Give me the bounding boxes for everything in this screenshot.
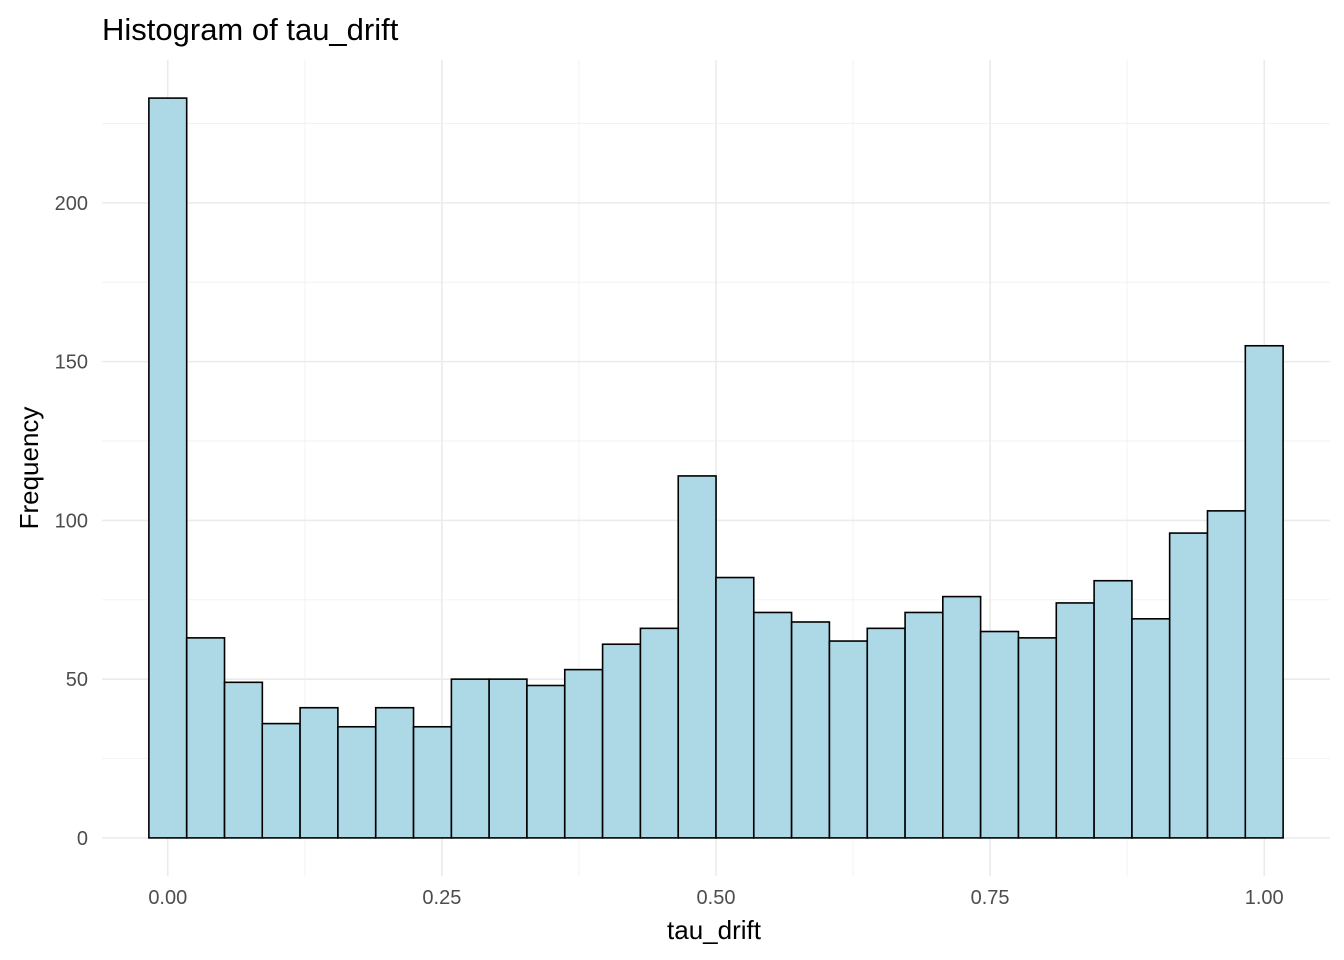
histogram-bar — [904, 611, 944, 839]
x-tick-label: 0.25 — [422, 887, 461, 909]
histogram-bar — [299, 706, 339, 839]
histogram-bars — [148, 97, 1284, 839]
histogram-bar — [450, 678, 490, 839]
histogram-bar — [790, 621, 831, 839]
x-axis-title: tau_drift — [667, 915, 762, 945]
histogram-bar — [1131, 618, 1171, 839]
y-axis-tick-labels: 0 50 100 150 200 — [55, 193, 88, 850]
histogram-bar — [1206, 510, 1247, 839]
x-axis-tick-labels: 0.00 0.25 0.50 0.75 1.00 — [148, 887, 1283, 909]
x-tick-label: 0.50 — [697, 887, 736, 909]
y-tick-label: 0 — [77, 828, 88, 850]
histogram-bar — [223, 681, 264, 839]
y-tick-label: 50 — [66, 669, 88, 691]
y-tick-label: 200 — [55, 193, 88, 215]
histogram-bar — [715, 576, 755, 839]
histogram-bar — [942, 595, 982, 839]
histogram-bar — [185, 637, 226, 839]
histogram-bar — [828, 640, 869, 839]
histogram-bar — [752, 611, 793, 839]
chart-title: Histogram of tau_drift — [102, 12, 399, 47]
y-tick-label: 100 — [55, 510, 88, 532]
histogram-bar — [1093, 579, 1133, 839]
histogram-bar — [526, 684, 566, 839]
histogram-bar — [261, 722, 301, 839]
histogram-bar — [979, 630, 1020, 839]
histogram-bar — [866, 627, 906, 839]
histogram-bar — [488, 678, 528, 839]
histogram-bar — [677, 475, 717, 839]
y-tick-label: 150 — [55, 352, 88, 374]
histogram-bar — [601, 643, 642, 839]
histogram-bar — [563, 668, 604, 839]
histogram-bar — [1055, 602, 1095, 839]
x-tick-label: 1.00 — [1245, 887, 1284, 909]
x-tick-label: 0.00 — [148, 887, 187, 909]
histogram-bar — [412, 725, 453, 839]
histogram-bar — [1017, 637, 1058, 839]
histogram-bar — [374, 706, 415, 839]
x-tick-label: 0.75 — [971, 887, 1010, 909]
histogram-bar — [148, 97, 188, 839]
histogram-bar — [1244, 344, 1284, 839]
histogram-bar — [337, 725, 377, 839]
histogram-bar — [1168, 532, 1209, 839]
histogram-bar — [639, 627, 680, 839]
y-axis-title: Frequency — [14, 407, 44, 530]
